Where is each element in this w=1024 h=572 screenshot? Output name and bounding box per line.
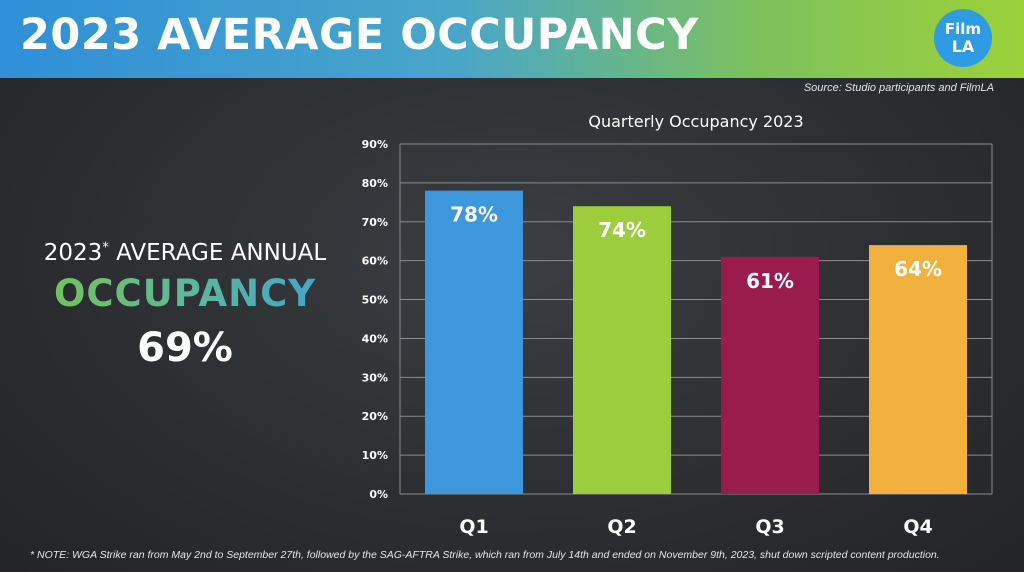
y-tick-label: 20% xyxy=(362,410,388,423)
y-tick-label: 60% xyxy=(362,255,388,268)
data-label: 61% xyxy=(746,269,794,293)
y-tick-label: 40% xyxy=(362,332,388,345)
data-label: 64% xyxy=(894,257,942,281)
annual-label-rest: AVERAGE ANNUAL xyxy=(108,240,327,266)
y-tick-label: 50% xyxy=(362,294,388,307)
x-tick-label: Q4 xyxy=(903,516,932,538)
y-tick-label: 90% xyxy=(362,138,388,151)
x-tick-label: Q2 xyxy=(607,516,636,538)
annual-summary: 2023* AVERAGE ANNUAL OCCUPANCY 69% xyxy=(0,240,370,371)
y-tick-label: 0% xyxy=(369,488,388,501)
x-tick-label: Q3 xyxy=(755,516,784,538)
y-tick-label: 70% xyxy=(362,216,388,229)
footnote: * NOTE: WGA Strike ran from May 2nd to S… xyxy=(30,549,940,561)
data-label: 74% xyxy=(598,218,646,242)
logo-line-1: Film xyxy=(944,20,982,38)
header-banner: 2023 AVERAGE OCCUPANCY Film LA xyxy=(0,0,1024,78)
annual-label-year: 2023 xyxy=(43,240,103,266)
annual-label: 2023* AVERAGE ANNUAL xyxy=(0,240,370,266)
annual-occupancy-value: 69% xyxy=(137,325,233,371)
bar-q4 xyxy=(869,245,967,494)
source-note: Source: Studio participants and FilmLA xyxy=(803,82,994,94)
data-label: 78% xyxy=(450,203,498,227)
bar-q1 xyxy=(425,190,523,494)
page-title: 2023 AVERAGE OCCUPANCY xyxy=(20,10,699,60)
y-tick-label: 80% xyxy=(362,177,388,190)
logo-line-2: LA xyxy=(951,37,975,56)
y-tick-label: 30% xyxy=(362,371,388,384)
filmla-logo: Film LA xyxy=(934,9,992,67)
x-tick-label: Q1 xyxy=(459,516,488,538)
bar-q3 xyxy=(721,256,819,494)
occupancy-highlight: OCCUPANCY xyxy=(0,272,370,315)
chart-title: Quarterly Occupancy 2023 xyxy=(588,112,804,131)
annual-label-mark: * xyxy=(102,240,109,256)
bar-q2 xyxy=(573,206,671,494)
y-tick-label: 10% xyxy=(362,449,388,462)
